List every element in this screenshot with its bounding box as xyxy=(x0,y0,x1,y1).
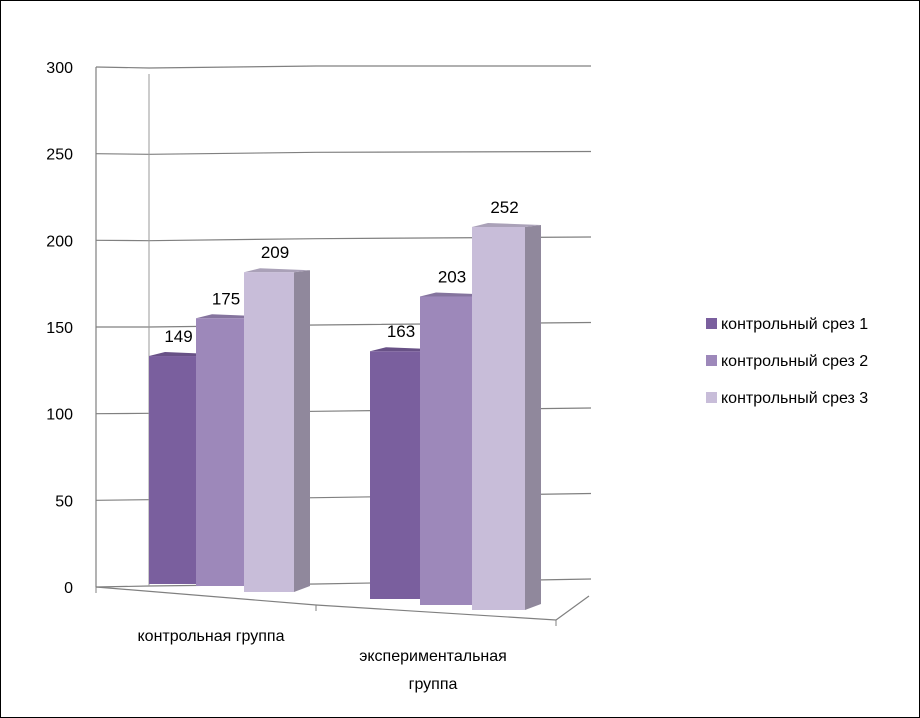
legend-label: контрольный срез 1 xyxy=(721,316,868,333)
bars xyxy=(149,222,541,610)
gridline xyxy=(95,65,591,69)
y-tick-label: 250 xyxy=(46,147,73,164)
data-label: 149 xyxy=(164,327,192,346)
y-tick-label: 200 xyxy=(46,233,73,250)
bar xyxy=(149,356,196,584)
y-tick-labels: 0 50 100 150 200 250 300 xyxy=(46,60,73,597)
y-tick-label: 300 xyxy=(46,60,73,77)
data-label: 175 xyxy=(212,289,240,308)
bar-side xyxy=(294,270,310,592)
data-labels: 149 175 209 163 203 252 xyxy=(164,198,518,346)
x-axis-line xyxy=(95,586,590,621)
bar xyxy=(420,296,472,605)
y-tick-label: 150 xyxy=(46,320,73,337)
category-label: экспериментальная xyxy=(359,648,507,665)
category-labels: контрольная группа экспериментальная групп… xyxy=(138,628,507,693)
y-tick-label: 100 xyxy=(46,407,73,424)
y-tick-label: 0 xyxy=(64,580,73,597)
legend: контрольный срез 1 контрольный срез 2 конт… xyxy=(706,316,868,407)
gridline xyxy=(95,150,592,155)
legend-label: контрольный срез 2 xyxy=(721,353,868,370)
bar-side xyxy=(525,224,541,610)
bar xyxy=(196,318,244,586)
bar-top xyxy=(370,347,436,352)
legend-swatch xyxy=(706,392,717,403)
bar xyxy=(370,351,420,599)
legend-swatch xyxy=(706,355,717,366)
data-label: 163 xyxy=(387,322,415,341)
y-tick-label: 50 xyxy=(55,493,73,510)
bar-top xyxy=(244,268,310,273)
bar-top xyxy=(472,222,541,227)
bar xyxy=(244,272,294,592)
category-label: группа xyxy=(409,676,458,693)
legend-label: контрольный срез 3 xyxy=(721,390,868,407)
bar xyxy=(472,226,525,610)
data-label: 203 xyxy=(438,267,466,286)
data-label: 209 xyxy=(261,243,289,262)
category-label: контрольная группа xyxy=(138,628,285,645)
data-label: 252 xyxy=(490,198,518,217)
gridline xyxy=(95,236,592,242)
legend-swatch xyxy=(706,318,717,329)
bar-top xyxy=(420,292,488,297)
